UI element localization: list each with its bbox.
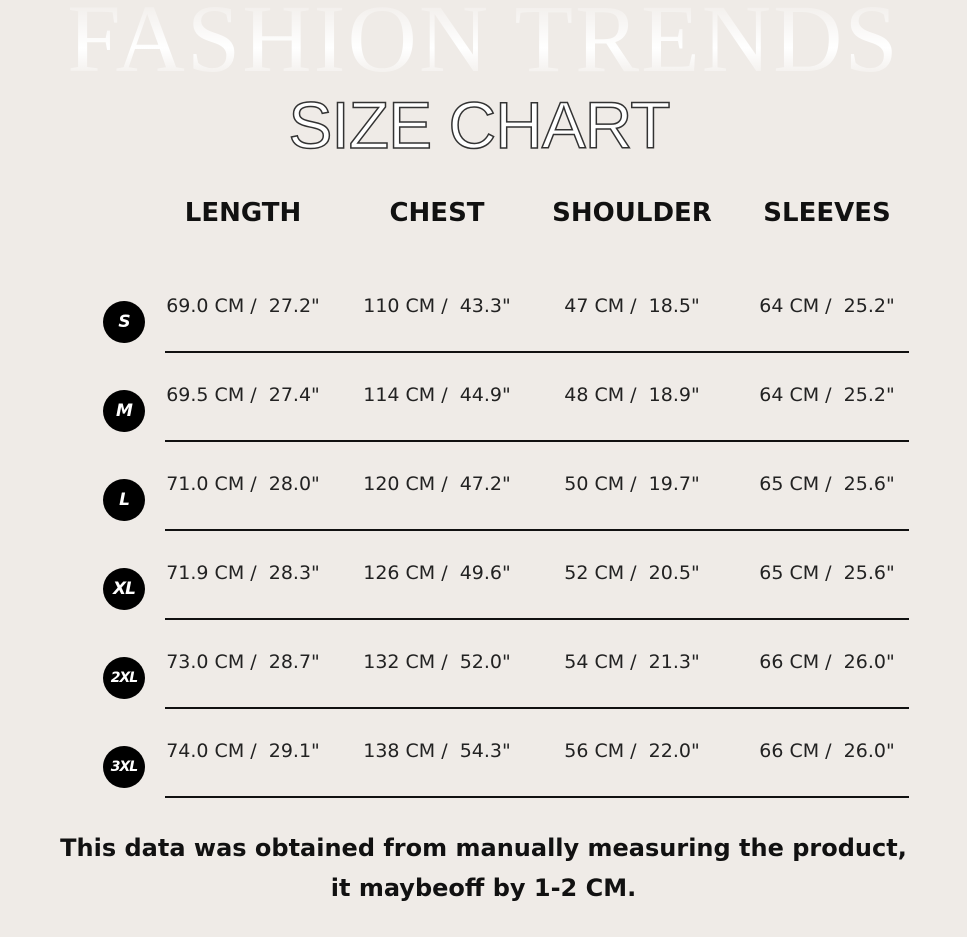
size-row: 3XL 74.0 CM / 29.1" 138 CM / 54.3" 56 CM / … bbox=[0, 728, 967, 817]
measurement-cell: 71.9 CM / 28.3" bbox=[166, 562, 320, 584]
measurement-cell: 138 CM / 54.3" bbox=[363, 740, 511, 762]
row-divider bbox=[165, 351, 909, 353]
measurement-cell: 126 CM / 49.6" bbox=[363, 562, 511, 584]
measurement-cell: 52 CM / 20.5" bbox=[564, 562, 700, 584]
header-sleeves: SLEEVES bbox=[763, 198, 891, 228]
measurement-cell: 71.0 CM / 28.0" bbox=[166, 473, 320, 495]
size-badge: M bbox=[103, 390, 145, 432]
measurement-cell: 66 CM / 26.0" bbox=[759, 740, 895, 762]
measurement-cell: 69.0 CM / 27.2" bbox=[166, 295, 320, 317]
size-row: L 71.0 CM / 28.0" 120 CM / 47.2" 50 CM / 19… bbox=[0, 461, 967, 550]
measurement-cell: 65 CM / 25.6" bbox=[759, 562, 895, 584]
measurement-cell: 56 CM / 22.0" bbox=[564, 740, 700, 762]
row-divider bbox=[165, 618, 909, 620]
measurement-cell: 50 CM / 19.7" bbox=[564, 473, 700, 495]
measurement-cell: 64 CM / 25.2" bbox=[759, 295, 895, 317]
row-divider bbox=[165, 796, 909, 798]
measurement-note: This data was obtained from manually mea… bbox=[60, 834, 907, 902]
measurement-cell: 132 CM / 52.0" bbox=[363, 651, 511, 673]
header-chest: CHEST bbox=[389, 198, 485, 228]
size-badge: L bbox=[103, 479, 145, 521]
measurement-cell: 73.0 CM / 28.7" bbox=[166, 651, 320, 673]
size-row: 2XL 73.0 CM / 28.7" 132 CM / 52.0" 54 CM / … bbox=[0, 639, 967, 728]
background-watermark-title: FASHION TRENDS bbox=[0, 0, 967, 87]
size-badge: 2XL bbox=[103, 657, 145, 699]
page-title: SIZE CHART bbox=[288, 88, 672, 162]
size-badge: S bbox=[103, 301, 145, 343]
measurement-cell: 66 CM / 26.0" bbox=[759, 651, 895, 673]
row-divider bbox=[165, 707, 909, 709]
size-row: S 69.0 CM / 27.2" 110 CM / 43.3" 47 CM / 18… bbox=[0, 283, 967, 372]
measurement-cell: 69.5 CM / 27.4" bbox=[166, 384, 320, 406]
size-badge: 3XL bbox=[103, 746, 145, 788]
measurement-cell: 110 CM / 43.3" bbox=[363, 295, 511, 317]
row-divider bbox=[165, 440, 909, 442]
row-divider bbox=[165, 529, 909, 531]
size-badge: XL bbox=[103, 568, 145, 610]
measurement-cell: 48 CM / 18.9" bbox=[564, 384, 700, 406]
header-shoulder: SHOULDER bbox=[552, 198, 712, 228]
measurement-cell: 74.0 CM / 29.1" bbox=[166, 740, 320, 762]
size-row: M 69.5 CM / 27.4" 114 CM / 44.9" 48 CM / 18… bbox=[0, 372, 967, 461]
size-row: XL 71.9 CM / 28.3" 126 CM / 49.6" 52 CM / 2… bbox=[0, 550, 967, 639]
measurement-cell: 65 CM / 25.6" bbox=[759, 473, 895, 495]
measurement-cell: 54 CM / 21.3" bbox=[564, 651, 700, 673]
measurement-cell: 120 CM / 47.2" bbox=[363, 473, 511, 495]
header-length: LENGTH bbox=[184, 198, 302, 228]
measurement-cell: 47 CM / 18.5" bbox=[564, 295, 700, 317]
measurement-cell: 64 CM / 25.2" bbox=[759, 384, 895, 406]
measurement-cell: 114 CM / 44.9" bbox=[363, 384, 511, 406]
